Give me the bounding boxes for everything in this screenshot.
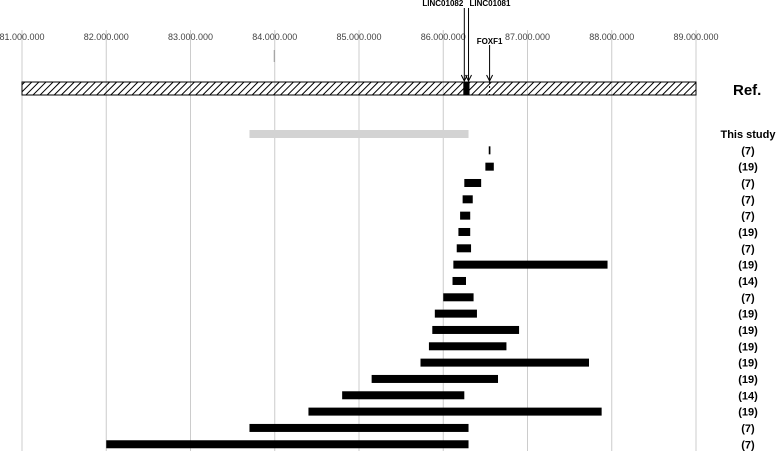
deletion-bar: [456, 244, 472, 253]
x-tick-label: 88.000.000: [589, 32, 634, 42]
deletion-bars: [106, 130, 608, 449]
row-label: (19): [738, 358, 758, 370]
row-label: (7): [741, 211, 755, 223]
x-tick-label: 89.000.000: [673, 32, 718, 42]
row-label: (19): [738, 341, 758, 353]
row-label: (7): [741, 423, 755, 435]
deletion-bar: [420, 358, 590, 367]
deletion-bar: [453, 260, 608, 269]
deletion-bar: [458, 227, 471, 236]
deletion-bar: [432, 325, 520, 334]
foxf1-arrow-head: [486, 74, 494, 83]
x-tick-label: 85.000.000: [336, 32, 381, 42]
deletion-bar: [452, 276, 466, 285]
deletion-bar: [462, 195, 473, 204]
row-label: This study: [720, 129, 776, 141]
row-label: (14): [738, 276, 758, 288]
x-tick-label: 83.000.000: [168, 32, 213, 42]
gene-block: [463, 82, 470, 95]
row-labels: This study (7) (19) (7) (7) (7) (19) (7) (19) (14…: [720, 129, 776, 451]
x-tick-label: 81.000.000: [0, 32, 45, 42]
deletion-bar: [434, 309, 477, 318]
row-label: (7): [741, 145, 755, 157]
reference-label: Ref.: [733, 82, 761, 99]
row-label: (19): [738, 162, 758, 174]
deletion-bar: [249, 130, 469, 138]
row-label: (19): [738, 227, 758, 239]
row-label: (19): [738, 325, 758, 337]
row-label: (7): [741, 178, 755, 190]
x-tick-label: 84.000.000: [252, 32, 297, 42]
deletion-bar: [488, 146, 491, 155]
deletion-bar: [485, 162, 494, 171]
linc01081-arrow-head: [465, 74, 472, 83]
x-tick-label: 82.000.000: [84, 32, 129, 42]
deletion-bar: [460, 211, 471, 220]
x-tick-label: 86.000.000: [421, 32, 466, 42]
deletion-bar: [249, 423, 469, 432]
deletion-bar: [443, 293, 474, 302]
deletion-bar: [428, 342, 507, 351]
deletion-bar: [464, 178, 482, 187]
deletion-bar: [106, 440, 469, 449]
deletion-bar: [342, 391, 465, 400]
x-axis-ticks: 81.000.000 82.000.000 83.000.000 84.000.000…: [0, 32, 719, 62]
x-tick-label: 87.000.000: [505, 32, 550, 42]
row-label: (19): [738, 309, 758, 321]
row-label: (7): [741, 194, 755, 206]
row-label: (7): [741, 243, 755, 255]
row-label: (14): [738, 390, 758, 402]
gene-label-linc01082: LINC01082: [422, 0, 463, 8]
row-label: (7): [741, 292, 755, 304]
gene-markers: LINC01082 LINC01081 FOXF1: [422, 0, 511, 95]
gridlines: [21, 30, 697, 451]
reference-chromosome-bar: [21, 81, 697, 96]
deletion-bar: [371, 374, 499, 383]
row-label: (19): [738, 374, 758, 386]
row-label: (7): [741, 439, 755, 451]
gene-label-foxf1: FOXF1: [477, 37, 503, 46]
row-label: (19): [738, 260, 758, 272]
row-label: (19): [738, 407, 758, 419]
deletion-bar: [308, 407, 602, 416]
gene-label-linc01081: LINC01081: [470, 0, 511, 8]
